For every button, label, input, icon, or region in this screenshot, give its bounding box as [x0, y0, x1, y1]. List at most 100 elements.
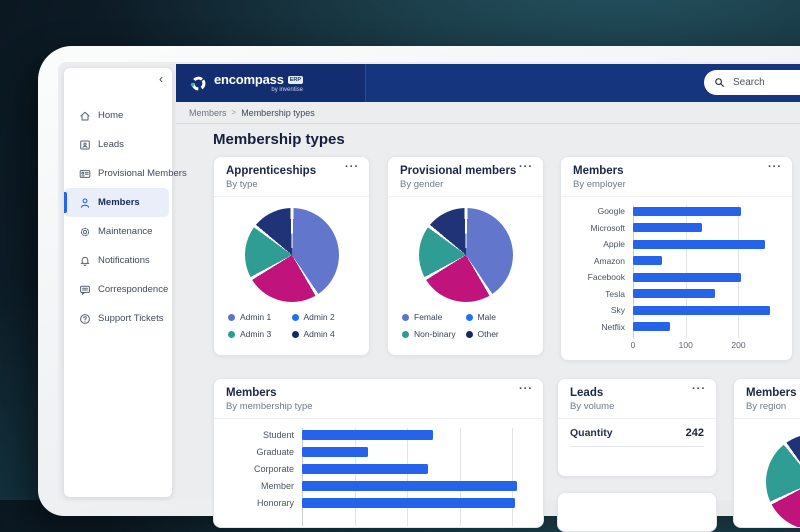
pie-chart: [418, 208, 513, 302]
card-title: Provisional members: [400, 165, 517, 177]
axis-tick-label: 100: [678, 340, 693, 350]
card-title: Members: [226, 387, 277, 399]
card-members-by-type: Members By membership type ··· Student Gr…: [213, 378, 544, 528]
menu-ellipsis-icon[interactable]: ···: [519, 383, 533, 395]
bar: [633, 256, 662, 266]
card-subtitle: By gender: [400, 179, 444, 190]
card-apprenticeships: Apprenticeships By type ··· Admin 1 Admin…: [213, 156, 370, 356]
breadcrumb: Members > Membership types: [176, 102, 800, 124]
bar-row: Google: [571, 203, 778, 220]
brand-logo: encompass ERP by inventise: [176, 64, 366, 102]
stat-label: Quantity: [570, 427, 613, 439]
sidebar-item-label: Correspondence: [98, 284, 169, 295]
bar: [633, 322, 670, 332]
bar-row: Tesla: [571, 286, 778, 303]
bar-label: Netflix: [601, 321, 625, 332]
breadcrumb-current: Membership types: [241, 107, 315, 118]
bar-label: Tesla: [605, 288, 625, 299]
axis-tick-label: 0: [630, 340, 636, 350]
chart-legend: Admin 1 Admin 2 Admin 3 Admin 4: [228, 312, 355, 339]
legend-item: Admin 1: [228, 312, 292, 322]
bar: [633, 289, 715, 299]
legend-label: Admin 2: [303, 312, 335, 322]
card-partial: [557, 492, 717, 532]
menu-ellipsis-icon[interactable]: ···: [692, 383, 706, 395]
bar-label: Corporate: [253, 463, 294, 474]
brand-subtitle: by inventise: [271, 87, 304, 93]
menu-ellipsis-icon[interactable]: ···: [768, 161, 782, 173]
sidebar-collapse-button[interactable]: ‹: [159, 72, 163, 86]
bar-label: Apple: [603, 239, 625, 250]
legend-item: Other: [465, 329, 530, 339]
menu-ellipsis-icon[interactable]: ···: [345, 161, 359, 173]
card-subtitle: By volume: [570, 401, 615, 412]
bar: [302, 429, 434, 440]
card-provisional-members: Provisional members By gender ··· Female…: [387, 156, 544, 356]
sidebar-item-correspondence[interactable]: Correspondence: [67, 275, 169, 304]
sidebar-item-label: Notifications: [98, 255, 150, 266]
stat-row: Quantity 242: [570, 427, 704, 447]
gridline: [633, 205, 634, 338]
menu-ellipsis-icon[interactable]: ···: [519, 161, 533, 173]
bar-row: Corporate: [224, 460, 528, 477]
card-title: Members: [573, 165, 624, 177]
legend-dot: [402, 313, 409, 321]
legend-label: Female: [414, 312, 443, 322]
gear-icon: [79, 226, 91, 238]
legend-label: Admin 1: [240, 312, 272, 322]
sidebar-item-home[interactable]: Home: [67, 101, 169, 130]
legend-label: Non-binary: [414, 329, 456, 339]
gridline: [302, 428, 303, 526]
bar-label: Google: [597, 206, 625, 217]
page-title: Membership types: [213, 131, 345, 148]
bar: [633, 223, 702, 233]
bar: [302, 480, 518, 491]
sidebar-item-support-tickets[interactable]: Support Tickets: [67, 304, 169, 333]
bar-label: Microsoft: [590, 222, 625, 233]
legend-dot: [402, 330, 409, 338]
chart-legend: Female Male Non-binary Other: [402, 312, 529, 339]
pie-chart: [244, 208, 339, 302]
gridline: [512, 428, 514, 526]
bar-label: Facebook: [587, 272, 625, 283]
legend-item: Admin 3: [228, 329, 292, 339]
encompass-logo-icon: [190, 75, 207, 92]
legend-dot: [465, 330, 473, 338]
card-title: Apprenticeships: [226, 165, 317, 177]
legend-label: Admin 4: [303, 329, 335, 339]
gridline: [685, 205, 687, 338]
bar-row: Graduate: [224, 443, 528, 460]
pie-chart: [766, 434, 800, 527]
breadcrumb-parent[interactable]: Members: [189, 107, 227, 118]
bar-row: Facebook: [571, 269, 778, 286]
bar-row: Sky: [571, 302, 778, 319]
sidebar-item-leads[interactable]: Leads: [67, 130, 169, 159]
sidebar-item-label: Members: [98, 197, 140, 208]
card-subtitle: By region: [746, 401, 787, 412]
bar-row: Member: [224, 477, 528, 494]
bar-chart: Student Graduate Corporate Member Honorary: [224, 426, 528, 526]
search-input[interactable]: [731, 76, 800, 89]
card-subtitle: By employer: [573, 179, 626, 190]
sidebar-item-provisional-members[interactable]: Provisional Members: [67, 159, 187, 188]
search-bar[interactable]: [704, 70, 800, 95]
bar-label: Member: [260, 480, 294, 491]
legend-dot: [228, 313, 235, 321]
sidebar-item-notifications[interactable]: Notifications: [67, 246, 169, 275]
stat-value: 242: [685, 427, 704, 439]
question-icon: [79, 313, 91, 325]
person-icon: [79, 197, 91, 209]
legend-label: Other: [477, 329, 499, 339]
bar-row: Honorary: [224, 494, 528, 511]
legend-item: Female: [402, 312, 466, 322]
sidebar-item-members[interactable]: Members: [64, 188, 169, 217]
bar-label: Student: [262, 429, 294, 440]
bar-label: Graduate: [256, 446, 294, 457]
card-title: Leads: [570, 387, 604, 399]
sidebar-item-maintenance[interactable]: Maintenance: [67, 217, 169, 246]
gridline: [354, 428, 356, 526]
card-members-by-employer: Members By employer ··· Google Microsoft A…: [560, 156, 793, 361]
search-icon: [714, 77, 725, 88]
card-title: Members: [746, 387, 797, 399]
brand-name: encompass: [214, 72, 284, 87]
